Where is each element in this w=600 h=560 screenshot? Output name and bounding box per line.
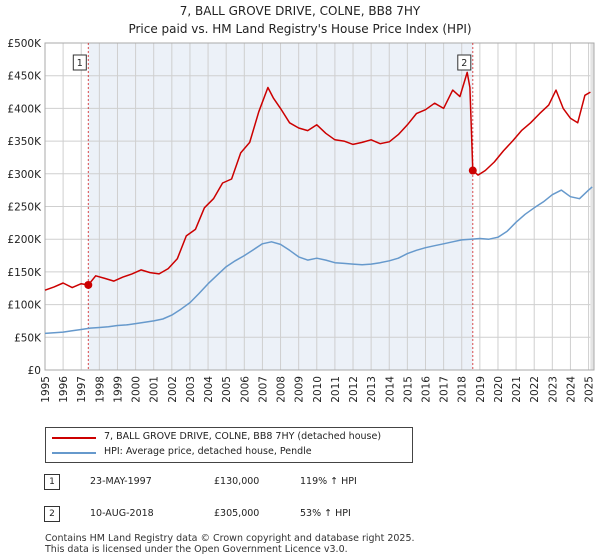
y-tick-label: £300K bbox=[7, 169, 42, 181]
x-tick-label: 1995 bbox=[40, 376, 52, 403]
x-tick-label: 2021 bbox=[511, 376, 523, 403]
y-tick-label: £150K bbox=[7, 267, 42, 279]
sale-number-badge: 1 bbox=[44, 474, 60, 490]
x-tick-label: 1996 bbox=[58, 376, 70, 403]
sale-label: 1 bbox=[77, 58, 83, 69]
x-tick-label: 2006 bbox=[239, 376, 251, 403]
x-tick-label: 2002 bbox=[167, 376, 179, 403]
x-tick-label: 2025 bbox=[584, 376, 596, 403]
x-tick-label: 2020 bbox=[493, 376, 505, 403]
x-tick-label: 1997 bbox=[76, 376, 88, 403]
x-tick-label: 2013 bbox=[366, 376, 378, 403]
y-tick-label: £100K bbox=[7, 300, 42, 312]
hpi-line bbox=[44, 186, 593, 335]
x-tick-label: 1998 bbox=[94, 376, 106, 403]
x-tick-label: 2011 bbox=[330, 376, 342, 403]
x-tick-label: 2008 bbox=[276, 376, 288, 403]
sale-date: 10-AUG-2018 bbox=[90, 508, 154, 519]
chart-subtitle: Price paid vs. HM Land Registry's House … bbox=[128, 22, 472, 36]
sale-price: £130,000 bbox=[214, 476, 260, 487]
plot-border bbox=[44, 42, 595, 371]
sale-row: 1 23-MAY-1997 £130,000 119% ↑ HPI bbox=[0, 474, 600, 492]
sale-label-box bbox=[72, 54, 87, 71]
legend-swatch-property bbox=[52, 437, 96, 439]
sale-row: 2 10-AUG-2018 £305,000 53% ↑ HPI bbox=[0, 506, 600, 524]
sale-label: 2 bbox=[461, 58, 467, 69]
x-tick-label: 2019 bbox=[475, 376, 487, 403]
x-tick-label: 2024 bbox=[565, 376, 577, 403]
legend-swatch-hpi bbox=[52, 452, 96, 454]
x-tick-label: 2005 bbox=[221, 376, 233, 403]
sale-number-badge: 2 bbox=[44, 506, 60, 522]
x-tick-label: 2007 bbox=[257, 376, 269, 403]
legend-label-hpi: HPI: Average price, detached house, Pend… bbox=[104, 446, 312, 457]
price-chart: £0 £50K £100K £150K £200K £250K £300K £350K £400… bbox=[7, 38, 596, 403]
legend: 7, BALL GROVE DRIVE, COLNE, BB8 7HY (det… bbox=[45, 427, 413, 463]
x-tick-label: 2009 bbox=[294, 376, 306, 403]
legend-label-property: 7, BALL GROVE DRIVE, COLNE, BB8 7HY (det… bbox=[104, 431, 382, 442]
sale-label-box bbox=[457, 54, 472, 71]
x-tick-label: 2016 bbox=[420, 376, 432, 403]
y-tick-label: £350K bbox=[7, 136, 42, 148]
footer-copyright: Contains HM Land Registry data © Crown c… bbox=[45, 533, 415, 544]
sale-point bbox=[84, 280, 93, 289]
y-tick-label: £200K bbox=[7, 234, 42, 246]
x-tick-label: 2014 bbox=[384, 376, 396, 403]
x-tick-label: 2012 bbox=[348, 376, 360, 403]
x-tick-label: 2015 bbox=[402, 376, 414, 403]
chart-title: 7, BALL GROVE DRIVE, COLNE, BB8 7HY bbox=[179, 4, 421, 18]
y-tick-label: £450K bbox=[7, 71, 42, 83]
x-tick-label: 2022 bbox=[529, 376, 541, 403]
y-tick-label: £400K bbox=[7, 103, 42, 115]
x-tick-label: 2000 bbox=[131, 376, 143, 403]
x-tick-label: 1999 bbox=[112, 376, 124, 403]
footer-licence: This data is licensed under the Open Gov… bbox=[45, 544, 348, 555]
x-tick-label: 2004 bbox=[203, 376, 215, 403]
sale-hpi-change: 53% ↑ HPI bbox=[300, 508, 351, 519]
future-region bbox=[590, 43, 594, 370]
y-tick-label: £0 bbox=[28, 365, 41, 377]
y-tick-label: £500K bbox=[7, 38, 42, 50]
x-tick-label: 2023 bbox=[547, 376, 559, 403]
property-price-line bbox=[44, 71, 591, 291]
y-tick-label: £50K bbox=[14, 332, 42, 344]
x-tick-label: 2001 bbox=[149, 376, 161, 403]
y-tick-label: £250K bbox=[7, 202, 42, 214]
sale-hpi-change: 119% ↑ HPI bbox=[300, 476, 357, 487]
sale-price: £305,000 bbox=[214, 508, 260, 519]
sale-date: 23-MAY-1997 bbox=[90, 476, 152, 487]
x-tick-label: 2003 bbox=[185, 376, 197, 403]
x-tick-label: 2010 bbox=[312, 376, 324, 403]
x-tick-label: 2017 bbox=[439, 376, 451, 403]
sale-point bbox=[468, 166, 477, 175]
x-tick-label: 2018 bbox=[457, 376, 469, 403]
